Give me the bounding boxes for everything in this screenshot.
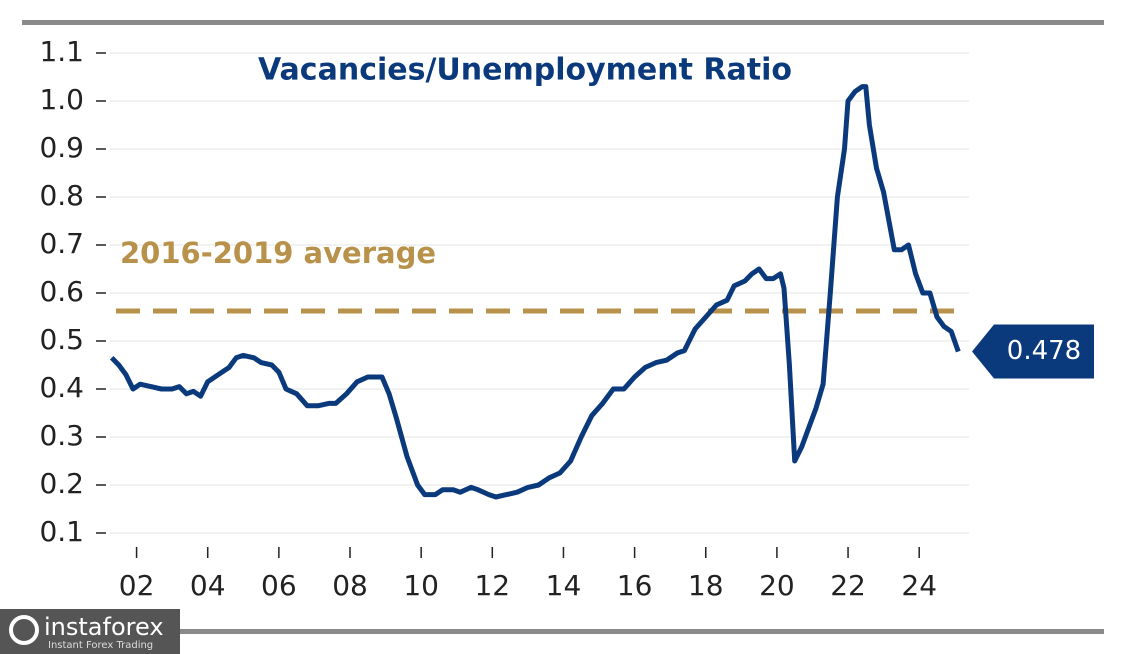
logo-name: instaforex (44, 613, 164, 641)
y-tick-label: 0.6 (39, 275, 84, 308)
y-tick-label: 0.8 (39, 179, 84, 212)
plot: 0.1 0.2 0.3 0.4 0.5 0.6 0.7 0.8 0.9 1.0 1.1 02 04 06 0… (39, 35, 1094, 602)
bottom-rule (22, 629, 1104, 634)
x-tick-label: 14 (546, 569, 582, 602)
logo-tagline: Instant Forex Trading (48, 640, 153, 651)
x-tick-label: 02 (119, 569, 155, 602)
y-tick-label: 0.3 (39, 419, 84, 452)
x-tick-label: 16 (617, 569, 653, 602)
x-tick-label: 12 (474, 569, 510, 602)
chart-title: Vacancies/Unemployment Ratio (258, 53, 792, 88)
end-label-box (972, 324, 1094, 379)
x-tick-label: 20 (759, 569, 795, 602)
x-tick-label: 04 (190, 569, 226, 602)
x-tick-label: 24 (901, 569, 937, 602)
y-tick-label: 1.0 (39, 83, 84, 116)
top-rule (22, 20, 1104, 25)
y-tick-label: 0.7 (39, 227, 84, 260)
y-tick-label: 0.1 (39, 515, 84, 548)
y-tick-label: 0.5 (39, 323, 84, 356)
data-line (109, 84, 961, 500)
y-tick-label: 0.4 (39, 371, 84, 404)
x-tick-label: 08 (332, 569, 368, 602)
x-tick-label: 18 (688, 569, 724, 602)
y-tick-label: 0.9 (39, 131, 84, 164)
x-tick-label: 06 (261, 569, 297, 602)
end-label: 0.478 (1007, 336, 1081, 366)
y-tick-label: 1.1 (39, 35, 84, 68)
x-tick-label: 22 (830, 569, 866, 602)
y-tick-label: 0.2 (39, 467, 84, 500)
x-tick-label: 10 (403, 569, 439, 602)
reference-label: 2016-2019 average (120, 236, 436, 270)
logo-icon (9, 615, 39, 645)
